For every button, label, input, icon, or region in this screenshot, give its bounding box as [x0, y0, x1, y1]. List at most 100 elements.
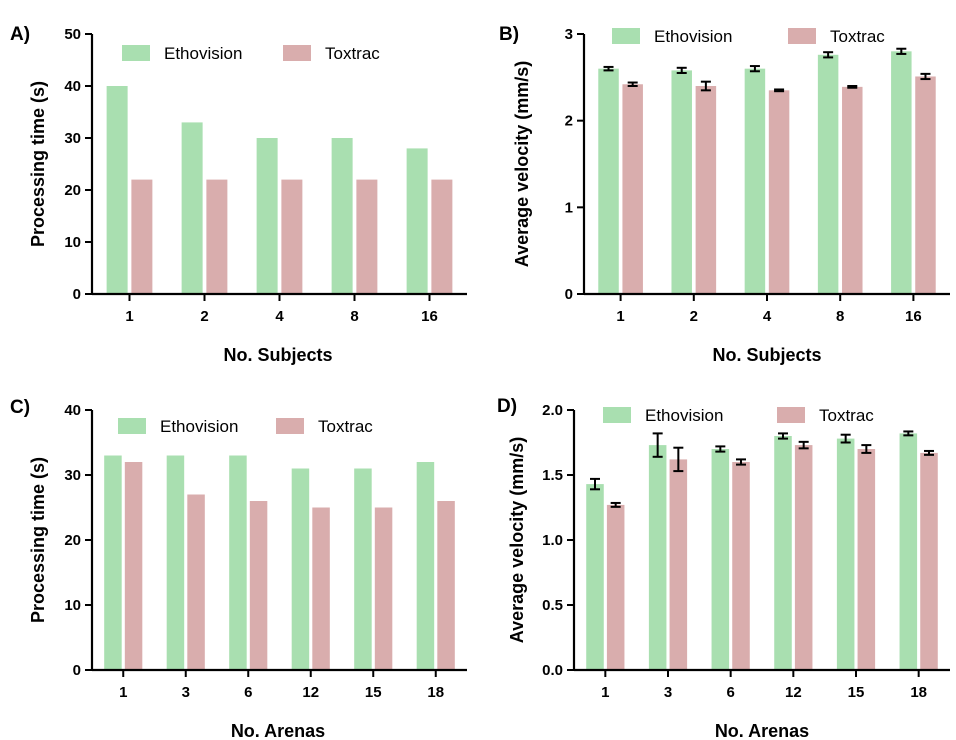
bar-toxtrac — [669, 459, 688, 670]
bar-toxtrac — [356, 179, 378, 294]
bar-toxtrac — [249, 501, 268, 670]
x-axis-label: No. Arenas — [231, 721, 325, 740]
x-tick-label: 15 — [848, 684, 865, 701]
legend-label: Toxtrac — [325, 44, 380, 63]
bar-ethovision — [291, 468, 310, 670]
legend-swatch-toxtrac — [788, 28, 816, 44]
y-tick-label: 2 — [565, 113, 573, 130]
y-tick-label: 1 — [565, 199, 573, 216]
bar-toxtrac — [695, 86, 717, 294]
legend-swatch-ethovision — [118, 418, 146, 434]
bar-toxtrac — [842, 86, 863, 294]
legend-label: Toxtrac — [830, 27, 885, 46]
bar-toxtrac — [206, 179, 228, 294]
y-tick-label: 2.0 — [542, 402, 563, 419]
y-tick-label: 40 — [64, 78, 81, 95]
bar-ethovision — [354, 468, 372, 670]
x-tick-label: 3 — [664, 684, 672, 701]
panel-letter: A) — [10, 24, 30, 45]
y-tick-label: 0.0 — [542, 662, 563, 679]
bar-toxtrac — [312, 507, 330, 670]
x-tick-label: 18 — [427, 684, 444, 701]
bar-ethovision — [817, 54, 839, 294]
x-tick-label: 8 — [350, 308, 358, 325]
bar-toxtrac — [915, 76, 936, 294]
bar-ethovision — [256, 138, 278, 294]
panel-b: B) 0 1 2 3 1 2 4 8 16 Average velocity (mm/s) No. S… — [499, 24, 950, 365]
y-axis-label: Average velocity (mm/s) — [507, 437, 527, 643]
bar-ethovision — [229, 455, 247, 670]
x-tick-label: 1 — [119, 684, 127, 701]
panel-d: D) 0.0 0.5 1.0 1.5 2.0 1 3 6 12 15 18 Average veloci… — [497, 396, 950, 740]
y-axis-label: Processing time (s) — [28, 81, 48, 247]
panel-letter: D) — [497, 396, 517, 417]
bar-ethovision — [899, 433, 918, 670]
legend-label: Ethovision — [160, 417, 238, 436]
legend: Ethovision Toxtrac — [122, 44, 380, 63]
y-tick-label: 40 — [64, 402, 81, 419]
panel-c: C) 0 10 20 30 40 1 3 6 12 15 18 Processing time (s) N… — [10, 397, 467, 740]
legend-swatch-toxtrac — [276, 418, 304, 434]
x-tick-label: 6 — [726, 684, 734, 701]
y-axis-label: Processing time (s) — [28, 457, 48, 623]
legend-swatch-toxtrac — [283, 45, 311, 61]
x-tick-label: 4 — [275, 308, 284, 325]
x-tick-label: 12 — [302, 684, 319, 701]
y-tick-label: 30 — [64, 130, 81, 147]
bar-ethovision — [106, 86, 128, 294]
legend: Ethovision Toxtrac — [603, 406, 874, 425]
bar-ethovision — [166, 455, 185, 670]
bar-toxtrac — [794, 445, 813, 670]
legend-swatch-ethovision — [612, 28, 640, 44]
bar-toxtrac — [124, 462, 143, 670]
y-tick-label: 1.0 — [542, 532, 563, 549]
y-tick-label: 30 — [64, 467, 81, 484]
bar-toxtrac — [431, 179, 453, 294]
y-tick-label: 0 — [73, 286, 81, 303]
bar-ethovision — [648, 445, 667, 670]
bar-toxtrac — [768, 90, 790, 294]
legend-label: Ethovision — [645, 406, 723, 425]
legend-label: Ethovision — [654, 27, 732, 46]
x-tick-label: 1 — [125, 308, 133, 325]
bar-toxtrac — [920, 452, 938, 670]
panel-letter: B) — [499, 24, 519, 45]
legend-label: Toxtrac — [318, 417, 373, 436]
y-tick-label: 1.5 — [542, 467, 563, 484]
legend-label: Toxtrac — [819, 406, 874, 425]
x-tick-label: 2 — [690, 308, 698, 325]
bar-ethovision — [104, 455, 122, 670]
y-axis-label: Average velocity (mm/s) — [512, 61, 532, 267]
bar-toxtrac — [374, 507, 393, 670]
legend: Ethovision Toxtrac — [612, 27, 885, 46]
legend-label: Ethovision — [164, 44, 242, 63]
panel-a: A) 0 10 20 30 40 50 1 2 4 8 16 Processing time (s) No… — [10, 24, 467, 365]
x-tick-label: 8 — [836, 308, 844, 325]
legend-swatch-toxtrac — [777, 407, 805, 423]
x-tick-label: 2 — [200, 308, 208, 325]
bar-ethovision — [774, 436, 792, 670]
x-axis-label: No. Subjects — [712, 345, 821, 365]
bar-ethovision — [711, 449, 730, 670]
bar-ethovision — [836, 438, 855, 670]
y-tick-label: 0 — [565, 286, 573, 303]
bar-ethovision — [406, 148, 428, 294]
x-tick-label: 16 — [421, 308, 438, 325]
y-tick-label: 20 — [64, 532, 81, 549]
y-tick-label: 0.5 — [542, 597, 563, 614]
x-tick-label: 4 — [763, 308, 772, 325]
x-tick-label: 15 — [365, 684, 382, 701]
x-tick-label: 1 — [601, 684, 609, 701]
bar-toxtrac — [281, 179, 303, 294]
bar-toxtrac — [622, 84, 643, 295]
x-tick-label: 16 — [905, 308, 922, 325]
bar-ethovision — [416, 462, 435, 670]
bar-ethovision — [181, 122, 203, 295]
y-tick-label: 10 — [64, 597, 81, 614]
x-tick-label: 1 — [616, 308, 624, 325]
legend-swatch-ethovision — [603, 407, 631, 423]
bar-toxtrac — [131, 179, 153, 294]
bar-toxtrac — [437, 501, 455, 670]
bar-ethovision — [891, 51, 912, 295]
